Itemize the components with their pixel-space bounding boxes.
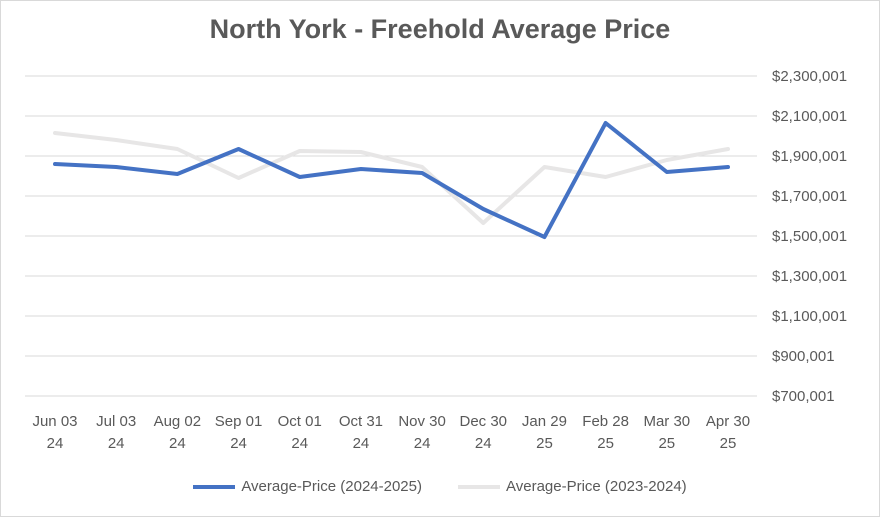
x-tick-label: Feb 28	[582, 413, 629, 430]
legend-item-2023-2024: Average-Price (2023-2024)	[458, 478, 687, 495]
series-line-0	[53, 121, 730, 240]
x-tick-label: 25	[720, 435, 737, 452]
chart-title: North York - Freehold Average Price	[209, 14, 671, 44]
y-tick-label: $1,500,001	[772, 228, 847, 245]
x-tick-label: Jan 29	[522, 413, 567, 430]
x-tick-label: Nov 30	[398, 413, 446, 430]
x-tick-label: 24	[353, 435, 370, 452]
x-tick-label: 25	[536, 435, 553, 452]
legend-item-2024-2025: Average-Price (2024-2025)	[193, 478, 422, 495]
x-tick-label: Jun 03	[32, 413, 77, 430]
x-tick-label: Jul 03	[96, 413, 136, 430]
x-tick-label: Oct 01	[278, 413, 322, 430]
x-tick-label: 25	[597, 435, 614, 452]
x-tick-label: Oct 31	[339, 413, 383, 430]
y-tick-label: $700,001	[772, 388, 835, 405]
x-tick-label: Sep 01	[215, 413, 263, 430]
x-tick-label: Apr 30	[706, 413, 750, 430]
y-tick-label: $1,700,001	[772, 188, 847, 205]
series-line-1	[53, 131, 730, 226]
x-tick-label: 24	[108, 435, 125, 452]
x-tick-label: 25	[658, 435, 675, 452]
legend: Average-Price (2024-2025) Average-Price …	[0, 478, 880, 495]
x-tick-label: 24	[47, 435, 64, 452]
x-tick-label: 24	[291, 435, 308, 452]
y-tick-label: $1,100,001	[772, 308, 847, 325]
x-tick-label: Aug 02	[154, 413, 202, 430]
y-tick-label: $2,100,001	[772, 108, 847, 125]
x-tick-label: 24	[414, 435, 431, 452]
x-tick-label: 24	[475, 435, 492, 452]
legend-label: Average-Price (2024-2025)	[241, 478, 422, 495]
x-tick-label: Mar 30	[643, 413, 690, 430]
x-tick-label: 24	[230, 435, 247, 452]
y-tick-label: $900,001	[772, 348, 835, 365]
y-tick-label: $2,300,001	[772, 68, 847, 85]
y-tick-label: $1,300,001	[772, 268, 847, 285]
legend-swatch	[458, 484, 500, 489]
legend-label: Average-Price (2023-2024)	[506, 478, 687, 495]
x-tick-label: 24	[169, 435, 186, 452]
y-tick-label: $1,900,001	[772, 148, 847, 165]
legend-swatch	[193, 484, 236, 489]
x-tick-label: Dec 30	[460, 413, 508, 430]
